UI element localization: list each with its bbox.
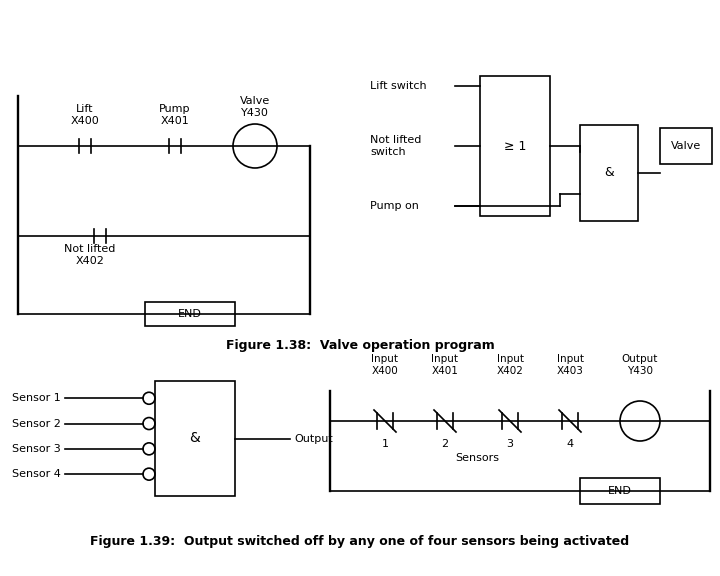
Bar — [145, 302, 235, 326]
Text: ≥ 1: ≥ 1 — [504, 139, 526, 153]
Text: 3: 3 — [506, 439, 513, 449]
Text: Pump
X401: Pump X401 — [159, 104, 191, 126]
Text: Sensor 4: Sensor 4 — [12, 469, 61, 479]
Text: Not lifted
X402: Not lifted X402 — [64, 244, 116, 266]
Text: 2: 2 — [441, 439, 449, 449]
Text: 4: 4 — [567, 439, 574, 449]
Text: Figure 1.38:  Valve operation program: Figure 1.38: Valve operation program — [225, 339, 495, 353]
Text: Lift
X400: Lift X400 — [71, 104, 99, 126]
Text: Input
X402: Input X402 — [497, 354, 523, 376]
Text: Sensor 1: Sensor 1 — [12, 393, 61, 403]
Text: Lift switch: Lift switch — [370, 81, 427, 91]
Text: Valve
Y430: Valve Y430 — [240, 96, 270, 118]
Bar — [155, 381, 235, 496]
Text: Input
X400: Input X400 — [372, 354, 398, 376]
Text: &: & — [189, 431, 200, 445]
Text: Output: Output — [294, 434, 333, 444]
Bar — [580, 478, 660, 504]
Text: Output
Y430: Output Y430 — [622, 354, 658, 376]
Text: Sensor 3: Sensor 3 — [12, 444, 61, 454]
Text: Input
X401: Input X401 — [431, 354, 459, 376]
Text: Pump on: Pump on — [370, 201, 419, 211]
Text: Sensors: Sensors — [456, 453, 500, 463]
Text: Sensor 2: Sensor 2 — [12, 419, 61, 429]
Text: Input
X403: Input X403 — [557, 354, 583, 376]
Text: END: END — [608, 486, 632, 496]
Bar — [580, 125, 638, 221]
Bar — [480, 76, 550, 216]
Text: Not lifted
switch: Not lifted switch — [370, 135, 421, 157]
Text: Figure 1.39:  Output switched off by any one of four sensors being activated: Figure 1.39: Output switched off by any … — [91, 536, 629, 548]
Text: &: & — [604, 166, 614, 180]
Text: Valve: Valve — [671, 141, 701, 151]
Bar — [660, 128, 712, 164]
Text: END: END — [178, 309, 202, 319]
Text: 1: 1 — [382, 439, 389, 449]
